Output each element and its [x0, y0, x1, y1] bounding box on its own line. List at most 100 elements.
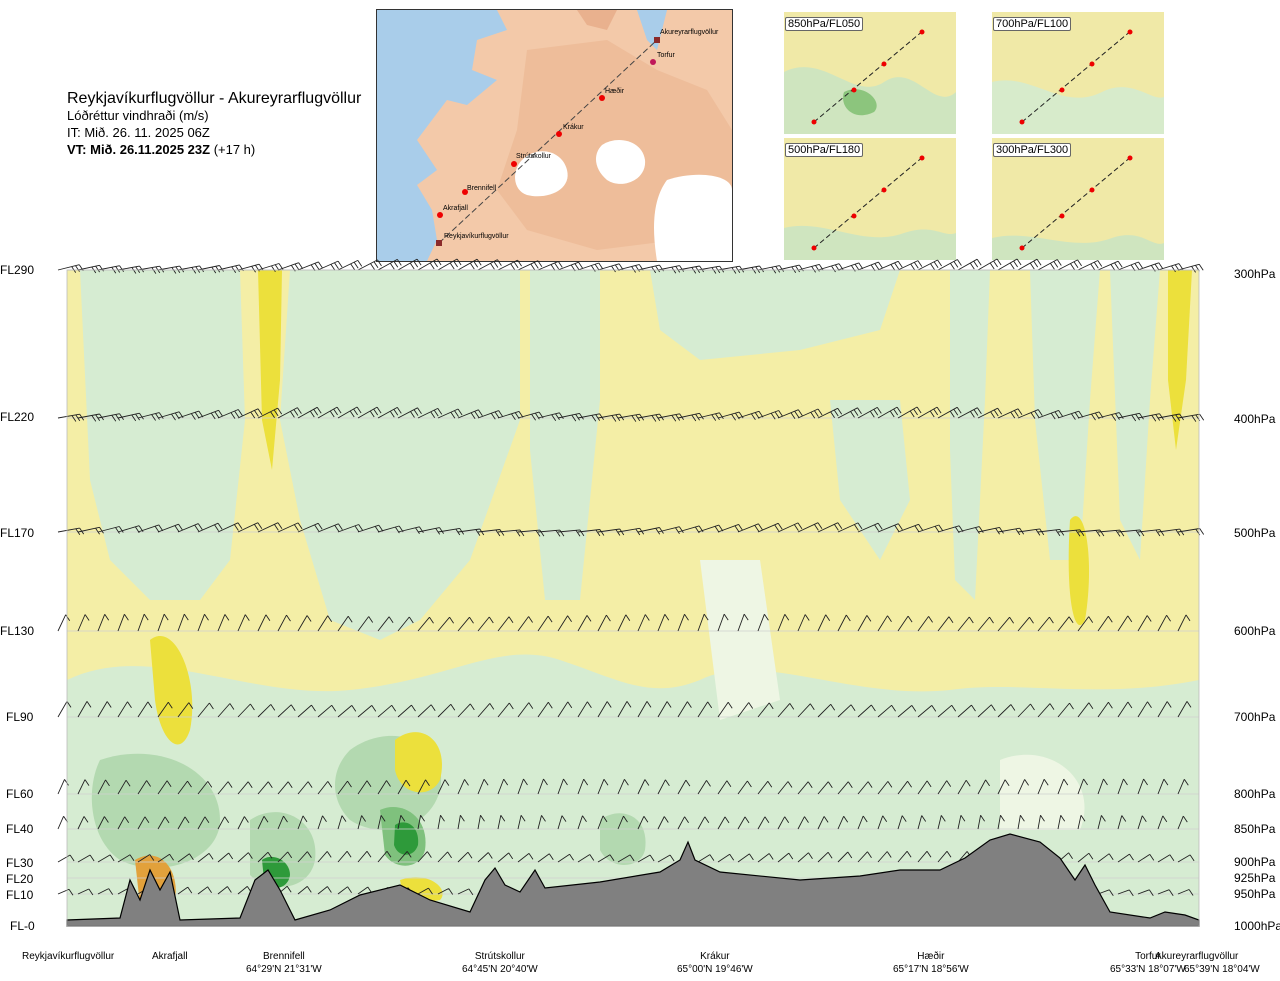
wind-barb	[757, 702, 774, 718]
p-label-500: 500hPa	[1234, 526, 1276, 540]
wind-barb	[1157, 528, 1185, 536]
wind-barb	[557, 529, 585, 537]
wind-barb	[57, 701, 72, 718]
wind-barb	[837, 851, 853, 863]
wind-barb	[317, 851, 332, 863]
wind-barb	[637, 816, 649, 830]
station-strutskollur: Strútskollur 64°45'N 20°40'W	[462, 951, 538, 975]
wind-barb	[757, 265, 784, 274]
wind-barb	[657, 816, 669, 830]
wind-barb	[1137, 701, 1152, 718]
wind-barb	[637, 527, 664, 535]
wind-barb	[837, 815, 849, 830]
wind-barb	[297, 615, 312, 632]
wind-barb	[637, 614, 650, 632]
wind-barb	[437, 779, 450, 795]
wind-barb	[557, 615, 572, 632]
wind-barb	[177, 702, 194, 718]
wind-barb	[617, 614, 631, 632]
station-krakur: Krákur 65°00'N 19°46'W	[677, 951, 753, 975]
wind-barb	[677, 613, 689, 632]
wind-barb	[1017, 814, 1025, 830]
wind-barb	[357, 705, 377, 718]
wind-barb	[617, 854, 635, 863]
wind-barb	[717, 816, 730, 830]
wind-barb	[437, 851, 452, 863]
wind-barb	[437, 258, 462, 271]
map-label-akureyri: Akureyrarflugvöllur	[660, 29, 719, 36]
wind-barb	[697, 854, 715, 863]
wind-barb	[1057, 529, 1085, 537]
wind-barb	[937, 406, 962, 419]
p-label-850: 850hPa	[1234, 822, 1276, 836]
wind-barb	[817, 781, 833, 795]
wind-barb	[797, 781, 813, 795]
wind-barb	[197, 613, 209, 632]
wind-barb	[1097, 815, 1106, 830]
wind-barb	[277, 851, 293, 863]
wind-barb	[677, 816, 689, 830]
wind-barb	[177, 780, 192, 795]
map-label-reykjavik: Reykjavíkurflugvöllur	[444, 233, 509, 240]
wind-barb	[737, 702, 754, 718]
wind-barb	[537, 778, 548, 795]
panel-850-svg	[784, 12, 956, 134]
wind-barb	[417, 258, 442, 271]
wind-barb	[437, 408, 463, 419]
fl-label-60: FL60	[6, 787, 34, 801]
wind-barb	[337, 615, 353, 632]
p-label-900: 900hPa	[1234, 855, 1276, 869]
fl-label-20: FL20	[6, 872, 34, 886]
wind-barb	[357, 851, 372, 863]
wind-barb	[497, 778, 509, 795]
panel-850-label: 850hPa/FL050	[785, 17, 864, 31]
wind-barb	[777, 781, 793, 795]
wind-barb	[657, 265, 684, 274]
wind-barb	[1117, 701, 1133, 718]
wind-barb	[757, 410, 784, 420]
wind-barb	[997, 616, 1014, 632]
wind-barb	[317, 406, 342, 419]
wind-barb	[657, 854, 675, 863]
wind-barb	[417, 887, 433, 895]
wind-barb	[77, 779, 90, 795]
panel-300: 300hPa/FL300	[992, 138, 1164, 260]
wind-barb	[57, 264, 84, 273]
wind-barb	[357, 780, 372, 795]
wind-barb	[857, 851, 872, 863]
wind-barb	[1177, 614, 1191, 632]
wind-barb	[497, 529, 525, 537]
wind-barb	[257, 407, 283, 419]
p-label-950: 950hPa	[1234, 887, 1276, 901]
wind-barb	[1117, 615, 1133, 632]
wind-barb	[337, 815, 347, 830]
wind-barb	[1177, 854, 1195, 863]
wind-barb	[197, 816, 210, 830]
wind-barb	[1177, 263, 1204, 273]
wind-barb	[237, 852, 253, 863]
wind-barb	[1097, 615, 1113, 632]
fl-label-170: FL170	[0, 526, 35, 540]
station-torfur: Torfur 65°33'N 18°07'W	[1110, 951, 1186, 975]
wind-barb	[717, 853, 735, 863]
wind-barb	[1017, 703, 1035, 718]
wind-barb	[797, 703, 815, 718]
wind-barb	[197, 853, 214, 863]
wind-barb	[917, 524, 944, 533]
wind-barb	[957, 258, 982, 271]
wind-barb	[837, 614, 851, 632]
wind-barb	[117, 854, 135, 863]
wind-barb	[1077, 616, 1094, 632]
wind-barb	[557, 853, 574, 863]
wind-barb	[1117, 853, 1134, 863]
wind-barb	[797, 816, 809, 830]
wind-barb	[1077, 815, 1086, 830]
wind-barb	[217, 886, 232, 895]
wind-barb	[497, 852, 514, 863]
wind-barb	[1117, 815, 1127, 830]
wind-barb	[377, 407, 402, 419]
wind-barb	[197, 522, 223, 533]
wind-barb	[1097, 853, 1114, 863]
wind-barb	[77, 614, 90, 632]
wind-barb	[1017, 779, 1029, 795]
